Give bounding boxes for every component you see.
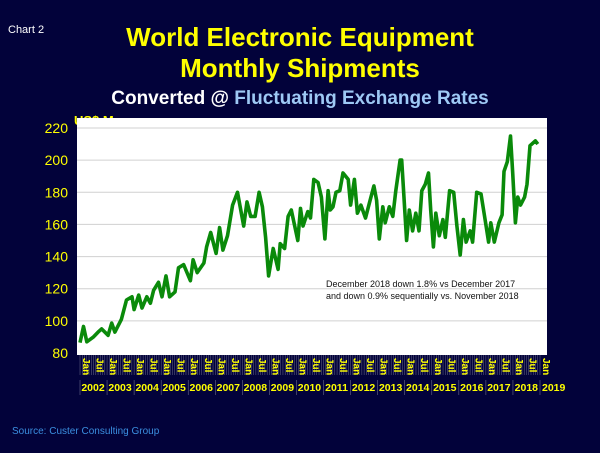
x-month-tick-label: Jan xyxy=(378,358,389,375)
x-month-tick-label: Jan xyxy=(188,358,199,375)
x-month-tick-label: Jan xyxy=(80,358,91,375)
x-month-tick-label: Jul xyxy=(499,358,510,373)
x-year-label: 2012 xyxy=(352,382,376,394)
x-month-tick-label: Jul xyxy=(337,358,348,373)
x-month-tick-label: Jan xyxy=(296,358,307,375)
x-year-label: 2002 xyxy=(81,382,105,394)
source-note: Source: Custer Consulting Group xyxy=(12,426,160,437)
annotation-text: and down 0.9% sequentially vs. November … xyxy=(326,291,519,301)
x-month-tick-label: Jan xyxy=(432,358,443,375)
x-month-tick-label: Jul xyxy=(364,358,375,373)
x-month-tick-label: Jan xyxy=(405,358,416,375)
y-tick-label: 80 xyxy=(52,345,68,361)
y-tick-label: 120 xyxy=(45,281,69,297)
x-month-tick-label: Jan xyxy=(269,358,280,375)
title-line-2: Monthly Shipments xyxy=(180,53,420,83)
x-month-tick-label: Jul xyxy=(445,358,456,373)
x-year-label: 2013 xyxy=(379,382,403,394)
subtitle-prefix: Converted @ xyxy=(111,88,235,109)
y-tick-label: 100 xyxy=(45,313,69,329)
subtitle-highlight: Fluctuating Exchange Rates xyxy=(234,88,489,109)
x-month-tick-label: Jul xyxy=(418,358,429,373)
x-year-label: 2019 xyxy=(542,382,566,394)
x-year-label: 2006 xyxy=(190,382,214,394)
y-tick-label: 220 xyxy=(45,120,69,136)
x-month-tick-label: Jan xyxy=(134,358,145,375)
x-year-label: 2008 xyxy=(244,382,268,394)
y-tick-label: 180 xyxy=(45,184,69,200)
x-month-tick-label: Jan xyxy=(486,358,497,375)
x-month-tick-label: Jan xyxy=(351,358,362,375)
x-month-tick-label: Jan xyxy=(107,358,118,375)
x-month-tick-label: Jan xyxy=(513,358,524,375)
x-month-tick-label: Jan xyxy=(161,358,172,375)
y-tick-label: 200 xyxy=(45,152,69,168)
x-month-tick-label: Jul xyxy=(202,358,213,373)
x-month-tick-label: Jul xyxy=(283,358,294,373)
x-year-label: 2017 xyxy=(487,382,511,394)
x-month-tick-label: Jul xyxy=(94,358,105,373)
x-year-label: 2015 xyxy=(433,382,457,394)
x-year-label: 2004 xyxy=(135,382,159,394)
x-month-tick-label: Jan xyxy=(215,358,226,375)
chart-subtitle: Converted @ Fluctuating Exchange Rates xyxy=(0,88,600,110)
y-tick-label: 140 xyxy=(45,249,69,265)
annotation-text: December 2018 down 1.8% vs December 2017 xyxy=(326,279,515,289)
plot-area xyxy=(77,118,547,355)
x-year-label: 2016 xyxy=(460,382,484,394)
x-month-tick-label: Jul xyxy=(391,358,402,373)
x-month-tick-label: Jul xyxy=(148,358,159,373)
x-year-label: 2005 xyxy=(162,382,186,394)
x-year-label: 2007 xyxy=(217,382,241,394)
chart-title: World Electronic Equipment Monthly Shipm… xyxy=(0,22,600,84)
y-tick-label: 160 xyxy=(45,216,69,232)
x-year-label: 2003 xyxy=(108,382,132,394)
x-month-tick-label: Jan xyxy=(540,358,551,375)
x-month-tick-label: Jul xyxy=(472,358,483,373)
chart-number-label: Chart 2 xyxy=(8,24,45,36)
x-month-tick-label: Jul xyxy=(256,358,267,373)
title-line-1: World Electronic Equipment xyxy=(126,22,474,52)
x-year-label: 2018 xyxy=(515,382,539,394)
x-month-tick-label: Jan xyxy=(324,358,335,375)
x-year-label: 2011 xyxy=(325,382,348,394)
x-month-tick-label: Jul xyxy=(310,358,321,373)
x-year-label: 2014 xyxy=(406,382,430,394)
x-month-tick-label: Jul xyxy=(526,358,537,373)
x-month-tick-label: Jan xyxy=(459,358,470,375)
x-year-label: 2010 xyxy=(298,382,322,394)
x-month-tick-label: Jul xyxy=(229,358,240,373)
x-month-tick-label: Jan xyxy=(242,358,253,375)
x-month-tick-label: Jul xyxy=(175,358,186,373)
x-month-tick-label: Jul xyxy=(121,358,132,373)
x-year-label: 2009 xyxy=(271,382,295,394)
